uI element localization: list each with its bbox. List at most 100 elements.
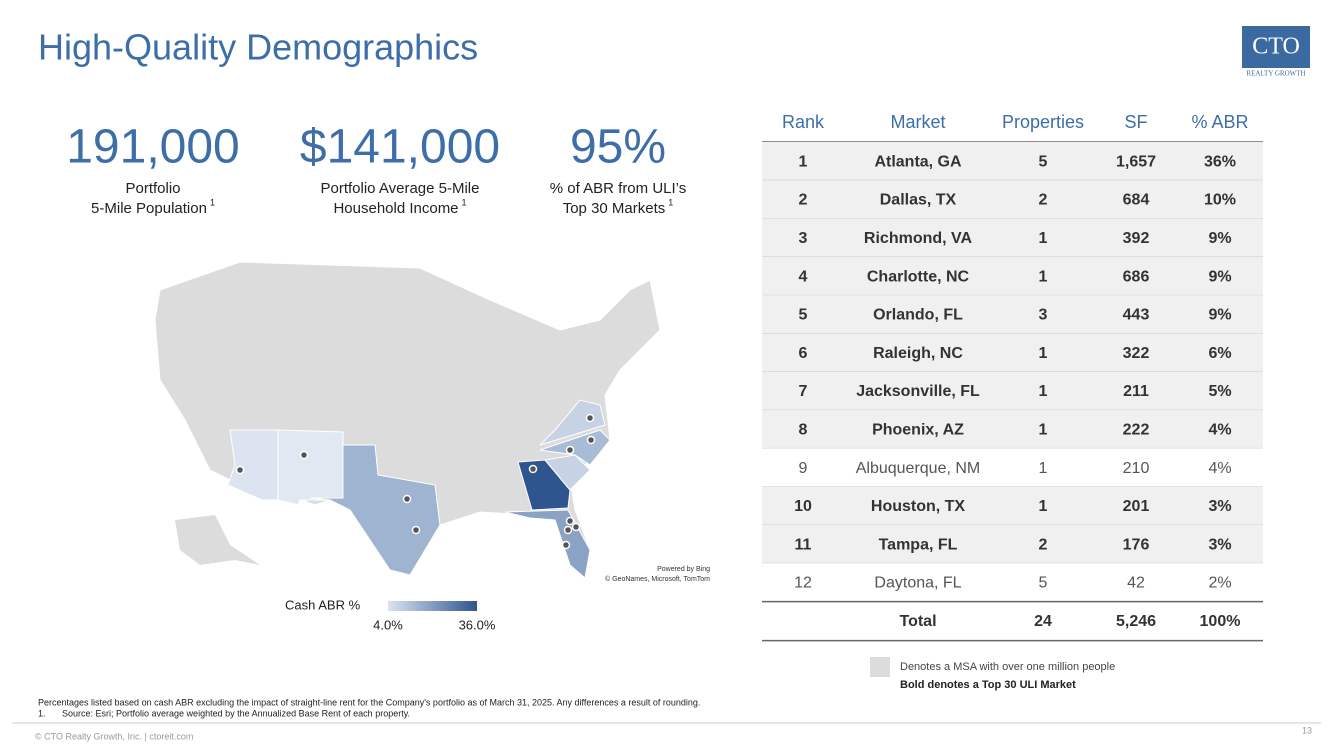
attribution: © GeoNames, Microsoft, TomTom xyxy=(605,575,710,583)
cell: 10 xyxy=(794,498,812,515)
legend-gradient xyxy=(388,601,477,611)
cell: Daytona, FL xyxy=(874,575,961,592)
cell: 1 xyxy=(1039,498,1048,515)
dot xyxy=(402,494,412,504)
stat-label: Portfolio xyxy=(125,180,180,197)
cell: 42 xyxy=(1127,575,1145,592)
stat-value: 191,000 xyxy=(66,121,240,174)
virginia xyxy=(539,399,606,446)
cell: 4 xyxy=(799,268,808,285)
logo: CTO xyxy=(1252,34,1300,60)
row-bg xyxy=(762,563,1263,602)
footnote-number: 1. xyxy=(38,708,46,718)
stat-value: $141,000 xyxy=(300,121,500,174)
cell: 9% xyxy=(1208,307,1231,324)
column-header: Properties xyxy=(1002,112,1084,132)
cell: 1 xyxy=(1039,345,1048,362)
map: Powered by Bing © GeoNames, Microsoft, T… xyxy=(154,261,710,583)
dot xyxy=(586,435,596,445)
total-cell: 5,246 xyxy=(1116,613,1156,630)
row-bg xyxy=(762,486,1263,525)
cell: 1 xyxy=(799,153,808,170)
cell: 5 xyxy=(799,307,808,324)
cell: 1,657 xyxy=(1116,153,1156,170)
footer: © CTO Realty Growth, Inc. | ctoreit.com xyxy=(35,731,193,741)
row-bg xyxy=(762,448,1263,487)
footnote-ref: 1 xyxy=(668,197,673,207)
cell: Atlanta, GA xyxy=(874,153,962,170)
cell: 322 xyxy=(1123,345,1150,362)
cell: 1 xyxy=(1039,460,1048,477)
total-cell: 24 xyxy=(1034,613,1052,630)
stat-value: 95% xyxy=(570,121,666,174)
page-number: 13 xyxy=(1302,725,1312,735)
cell: 3 xyxy=(1039,307,1048,324)
cell: Charlotte, NC xyxy=(867,268,970,285)
cell: Tampa, FL xyxy=(879,536,958,553)
column-header: SF xyxy=(1124,112,1147,132)
cell: 2 xyxy=(1039,192,1048,209)
cell: 4% xyxy=(1208,421,1231,438)
cell: 3 xyxy=(799,230,808,247)
footnote: Percentages listed based on cash ABR exc… xyxy=(38,697,700,707)
legend-max: 36.0% xyxy=(459,617,496,632)
south-carolina xyxy=(544,454,591,491)
stat-label: Household Income xyxy=(333,200,458,217)
cell: 210 xyxy=(1123,460,1150,477)
dot xyxy=(565,516,575,526)
cell: Orlando, FL xyxy=(873,307,963,324)
cell: 10% xyxy=(1204,192,1236,209)
key-swatch xyxy=(870,657,890,677)
new-mexico xyxy=(277,429,344,506)
dot xyxy=(299,450,309,460)
cell: 176 xyxy=(1123,536,1150,553)
title: High-Quality Demographics xyxy=(38,27,478,68)
market-dots xyxy=(235,413,596,550)
cell: 9% xyxy=(1208,230,1231,247)
cell: 686 xyxy=(1123,268,1150,285)
cell: 443 xyxy=(1123,307,1150,324)
key-msa: Denotes a MSA with over one million peop… xyxy=(900,661,1115,673)
cell: 6% xyxy=(1208,345,1231,362)
cell: Phoenix, AZ xyxy=(872,421,964,438)
cell: 222 xyxy=(1123,421,1150,438)
cell: 2 xyxy=(1039,536,1048,553)
cell: 1 xyxy=(1039,268,1048,285)
attribution: Powered by Bing xyxy=(657,566,710,573)
stat-label: % of ABR from ULI’s xyxy=(550,180,686,197)
row-bg xyxy=(762,256,1263,296)
row-bg xyxy=(762,333,1263,372)
row-bg xyxy=(762,525,1263,564)
cell: 2% xyxy=(1208,575,1231,592)
cell: Houston, TX xyxy=(871,498,966,515)
dot xyxy=(563,525,573,535)
column-header: % ABR xyxy=(1191,112,1248,132)
logo-box xyxy=(1242,26,1310,68)
cell: 8 xyxy=(799,421,808,438)
stat-label: Portfolio Average 5-Mile xyxy=(321,180,480,197)
dot xyxy=(571,522,581,532)
cell: 5 xyxy=(1039,575,1048,592)
dot xyxy=(565,445,575,455)
cell: 684 xyxy=(1123,192,1150,209)
cell: Albuquerque, NM xyxy=(856,460,981,477)
footnote-ref: 1 xyxy=(462,197,467,207)
row-bg xyxy=(762,371,1263,411)
legend-min: 4.0% xyxy=(373,617,403,632)
key-bold: Bold denotes a Top 30 ULI Market xyxy=(900,679,1076,691)
row-bg xyxy=(762,180,1263,219)
cell: 12 xyxy=(794,575,812,592)
cell: 9% xyxy=(1208,268,1231,285)
footnote: Source: Esri; Portfolio average weighted… xyxy=(62,708,410,718)
logo-sub: REALTY GROWTH xyxy=(1246,70,1305,78)
column-header: Market xyxy=(890,112,945,132)
cell: 2 xyxy=(799,192,808,209)
cell: 211 xyxy=(1123,383,1149,400)
cell: 1 xyxy=(1039,383,1048,400)
row-bg xyxy=(762,142,1263,181)
cell: 5% xyxy=(1208,383,1231,400)
alaska xyxy=(175,515,260,565)
row-bg xyxy=(762,295,1263,334)
